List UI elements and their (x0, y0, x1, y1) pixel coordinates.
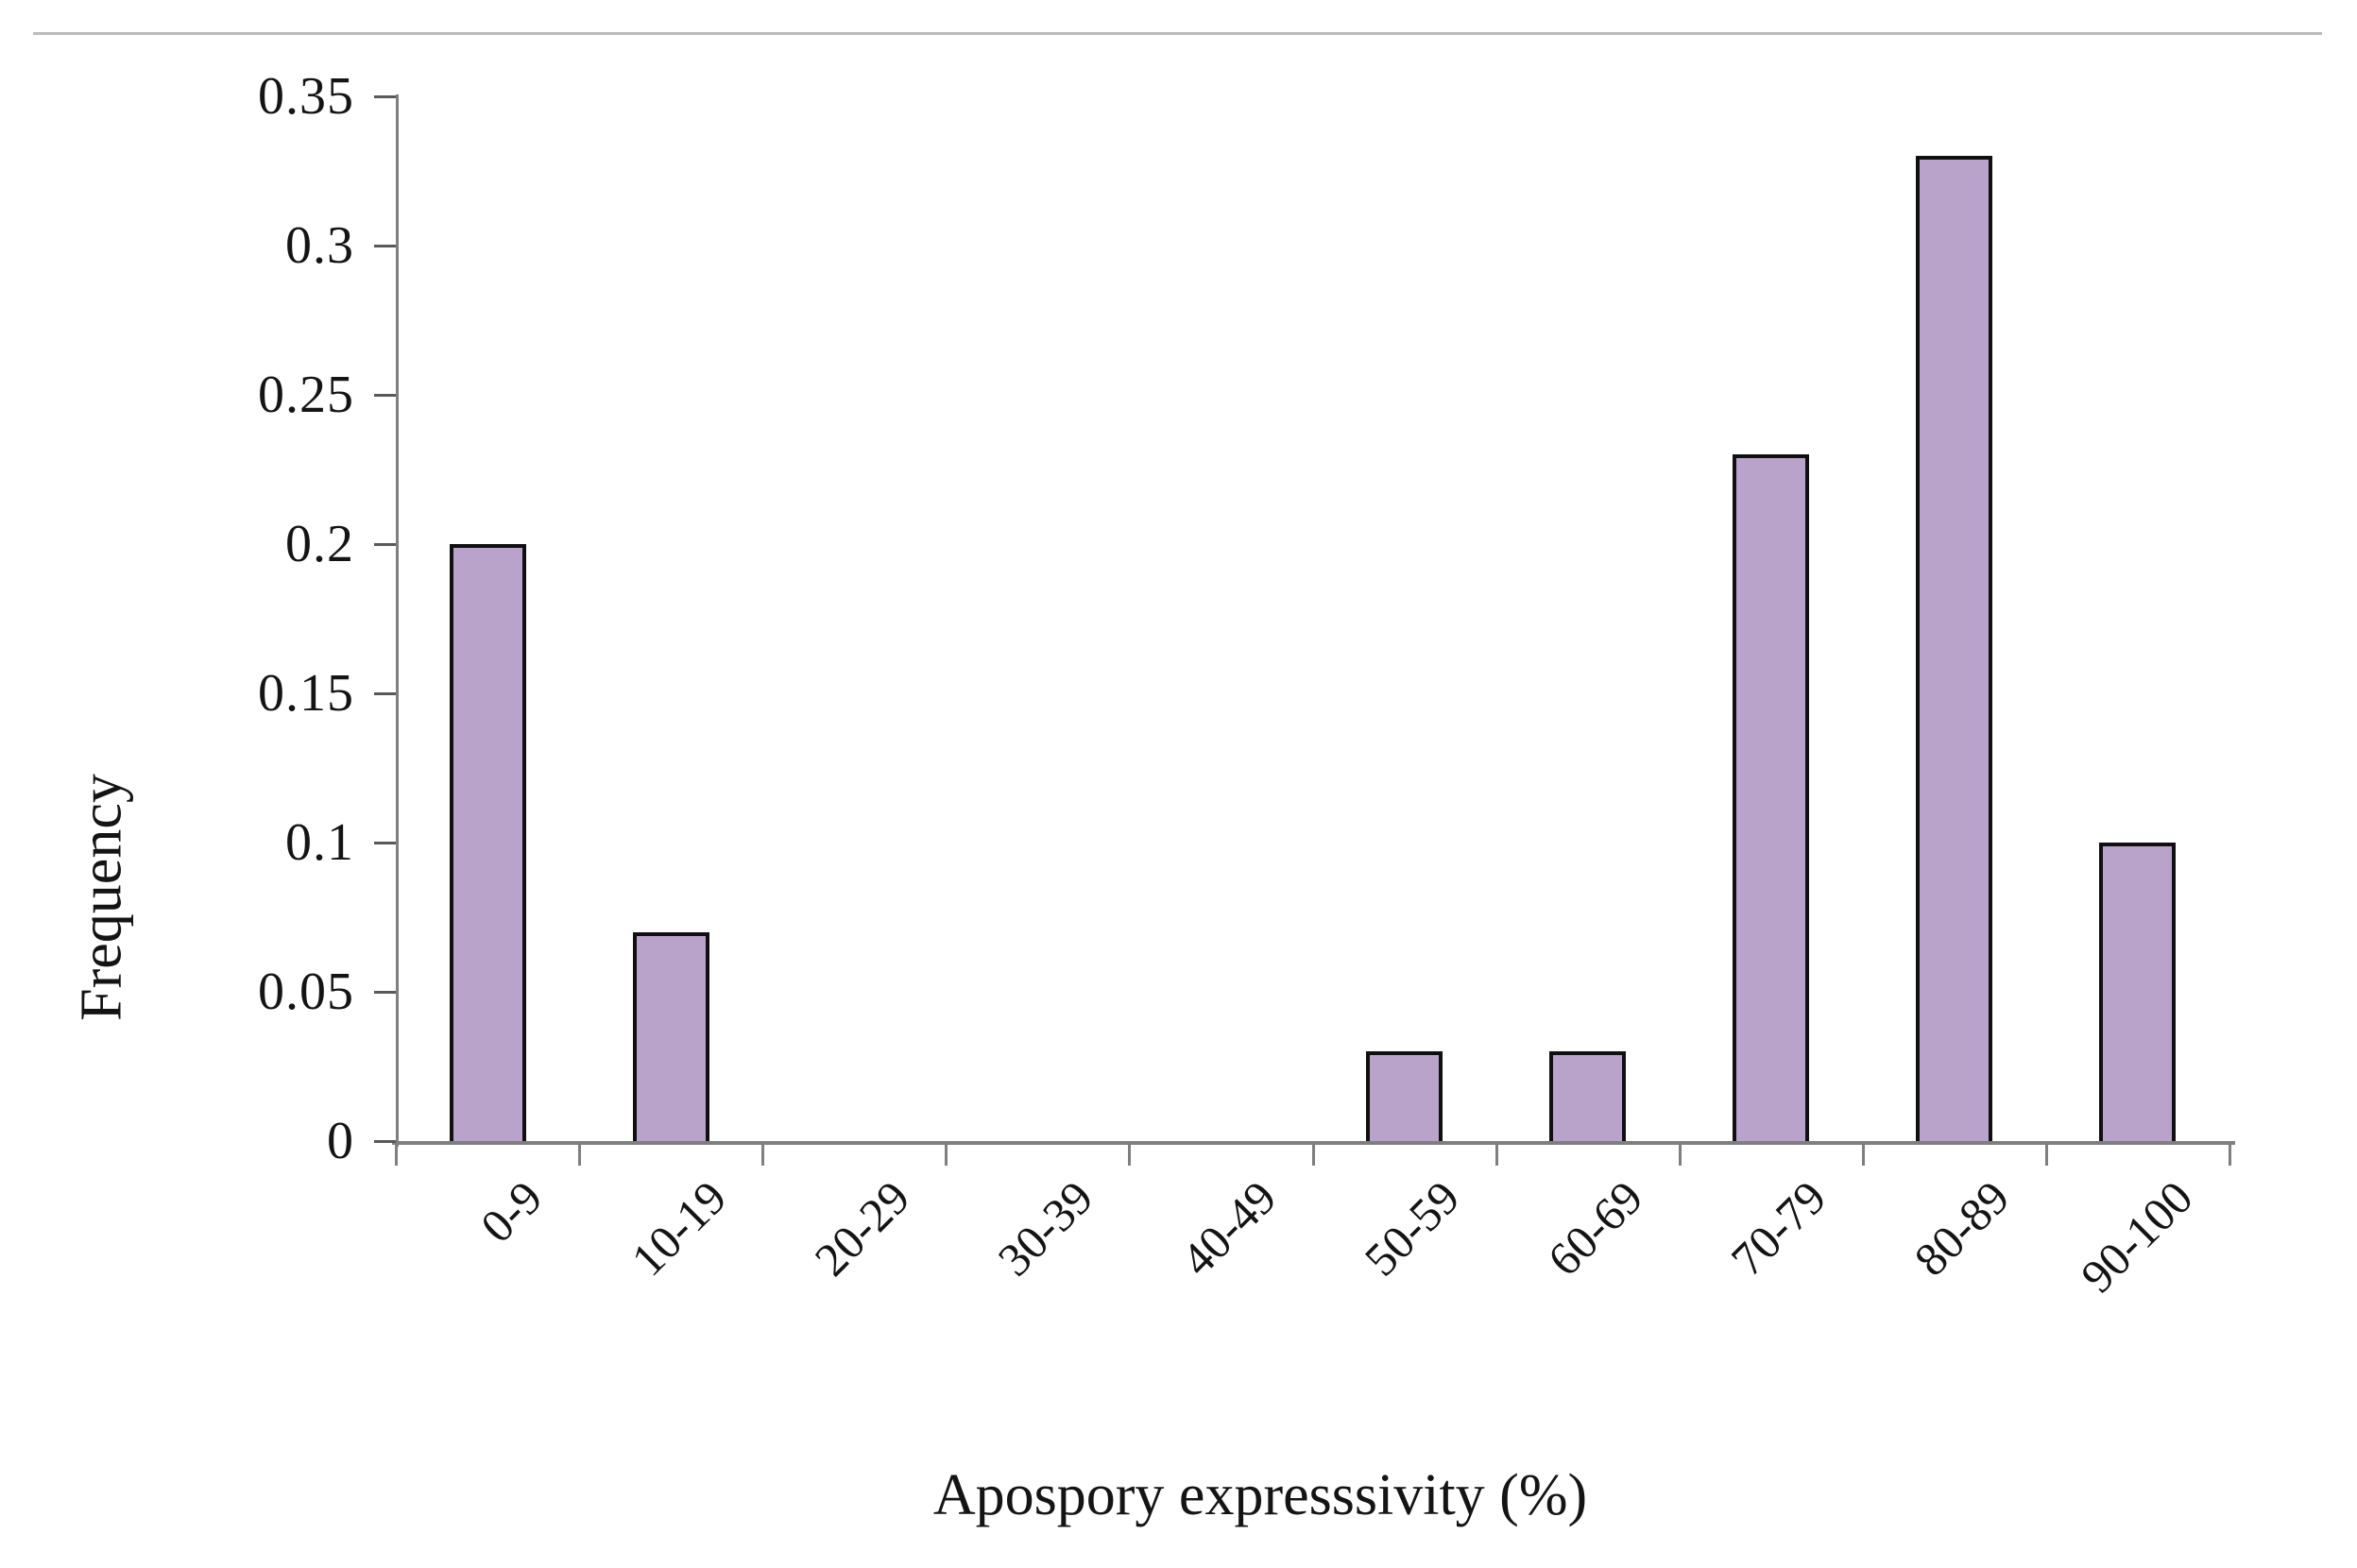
x-tick-label-30-39: 30-39 (987, 1170, 1103, 1287)
x-tick (945, 1145, 948, 1166)
y-tick (374, 842, 396, 844)
bar-80-89 (1916, 156, 1992, 1141)
x-tick (395, 1145, 398, 1166)
x-tick (578, 1145, 582, 1166)
y-tick (374, 692, 396, 695)
x-axis-line (392, 1141, 2235, 1145)
y-tick (374, 991, 396, 994)
y-tick (374, 1140, 396, 1143)
y-tick (374, 245, 396, 247)
x-tick-label-50-59: 50-59 (1354, 1170, 1470, 1287)
y-tick-label-0.1: 0.1 (285, 813, 354, 872)
x-tick (2044, 1145, 2048, 1166)
x-tick-label-20-29: 20-29 (804, 1170, 920, 1287)
y-tick-label-0: 0 (327, 1112, 354, 1170)
y-tick-label-0.3: 0.3 (285, 216, 354, 275)
y-tick-label-0.15: 0.15 (258, 664, 354, 723)
x-tick-label-90-100: 90-100 (2071, 1170, 2203, 1304)
x-tick-label-70-79: 70-79 (1720, 1170, 1836, 1287)
x-tick-label-0-9: 0-9 (470, 1170, 553, 1253)
x-tick (1678, 1145, 1682, 1166)
bar-70-79 (1733, 454, 1809, 1141)
x-axis-title: Apospory expresssivity (%) (932, 1463, 1588, 1527)
x-tick (1494, 1145, 1498, 1166)
bar-0-9 (450, 544, 526, 1141)
y-axis-title: Frequency (69, 774, 134, 1021)
y-tick-label-0.35: 0.35 (258, 67, 354, 126)
bar-50-59 (1366, 1051, 1443, 1141)
x-tick (1861, 1145, 1865, 1166)
bar-10-19 (633, 932, 709, 1141)
y-tick-label-0.05: 0.05 (258, 963, 354, 1021)
y-tick-label-0.2: 0.2 (285, 515, 354, 573)
y-tick-label-0.25: 0.25 (258, 366, 354, 424)
x-tick-label-40-49: 40-49 (1170, 1170, 1287, 1287)
x-tick-label-80-89: 80-89 (1904, 1170, 2020, 1287)
x-tick (761, 1145, 765, 1166)
bar-90-100 (2099, 843, 2176, 1141)
bar-60-69 (1549, 1051, 1626, 1141)
y-tick (374, 394, 396, 397)
x-tick (1311, 1145, 1315, 1166)
y-tick (374, 543, 396, 546)
x-tick (2229, 1145, 2231, 1166)
x-tick-label-10-19: 10-19 (620, 1170, 737, 1287)
top-divider-rule (33, 32, 2322, 35)
y-axis-line (396, 94, 399, 1147)
x-tick (1128, 1145, 1132, 1166)
x-tick-label-60-69: 60-69 (1537, 1170, 1653, 1287)
y-tick (374, 95, 396, 98)
